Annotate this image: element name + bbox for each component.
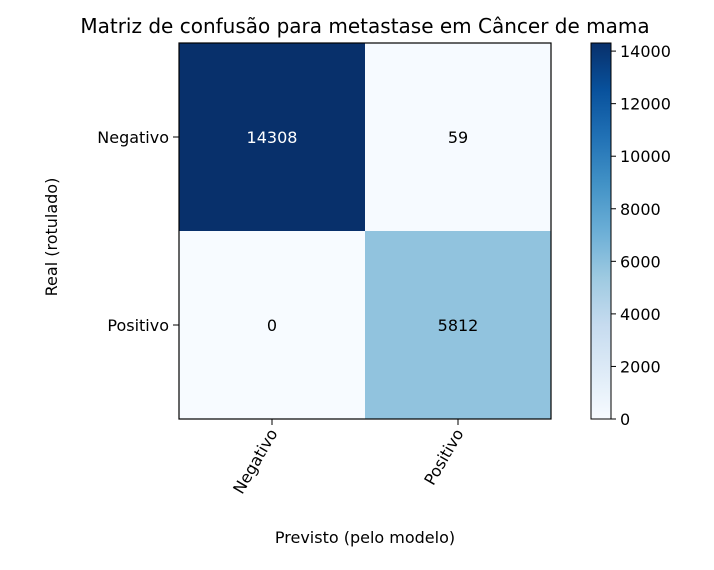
y-axis-ticks: Negativo Positivo (97, 128, 179, 335)
colorbar-tick-label: 4000 (620, 305, 661, 324)
x-tick-label: Positivo (420, 426, 467, 489)
colorbar-tick-label: 10000 (620, 147, 671, 166)
cell-value-label: 0 (267, 316, 277, 335)
x-tick-label: Negativo (229, 426, 281, 498)
x-axis-ticks: Negativo Positivo (229, 419, 467, 497)
y-axis-label: Real (rotulado) (42, 178, 61, 297)
heatmap-cells: 14308 59 0 5812 (179, 43, 551, 419)
x-axis-label: Previsto (pelo modelo) (275, 528, 455, 547)
cell-value-label: 14308 (247, 128, 298, 147)
heatmap-cell (179, 43, 365, 231)
colorbar-tick-label: 12000 (620, 95, 671, 114)
heatmap-cell (365, 43, 551, 231)
chart-title: Matriz de confusão para metastase em Cân… (80, 14, 649, 38)
colorbar-tick-label: 8000 (620, 200, 661, 219)
plot-frame (178, 42, 552, 420)
colorbar (590, 42, 612, 420)
cell-value-label: 59 (448, 128, 468, 147)
colorbar-ticks: 0 2000 4000 6000 8000 10000 12000 14000 (611, 42, 671, 429)
heatmap-cell (179, 231, 365, 419)
y-tick-label: Negativo (97, 128, 169, 147)
heatmap-cell (365, 231, 551, 419)
colorbar-tick-label: 6000 (620, 252, 661, 271)
colorbar-tick-label: 14000 (620, 42, 671, 61)
colorbar-tick-label: 2000 (620, 357, 661, 376)
y-tick-label: Positivo (107, 316, 169, 335)
cell-value-label: 5812 (438, 316, 479, 335)
colorbar-tick-label: 0 (620, 410, 630, 429)
